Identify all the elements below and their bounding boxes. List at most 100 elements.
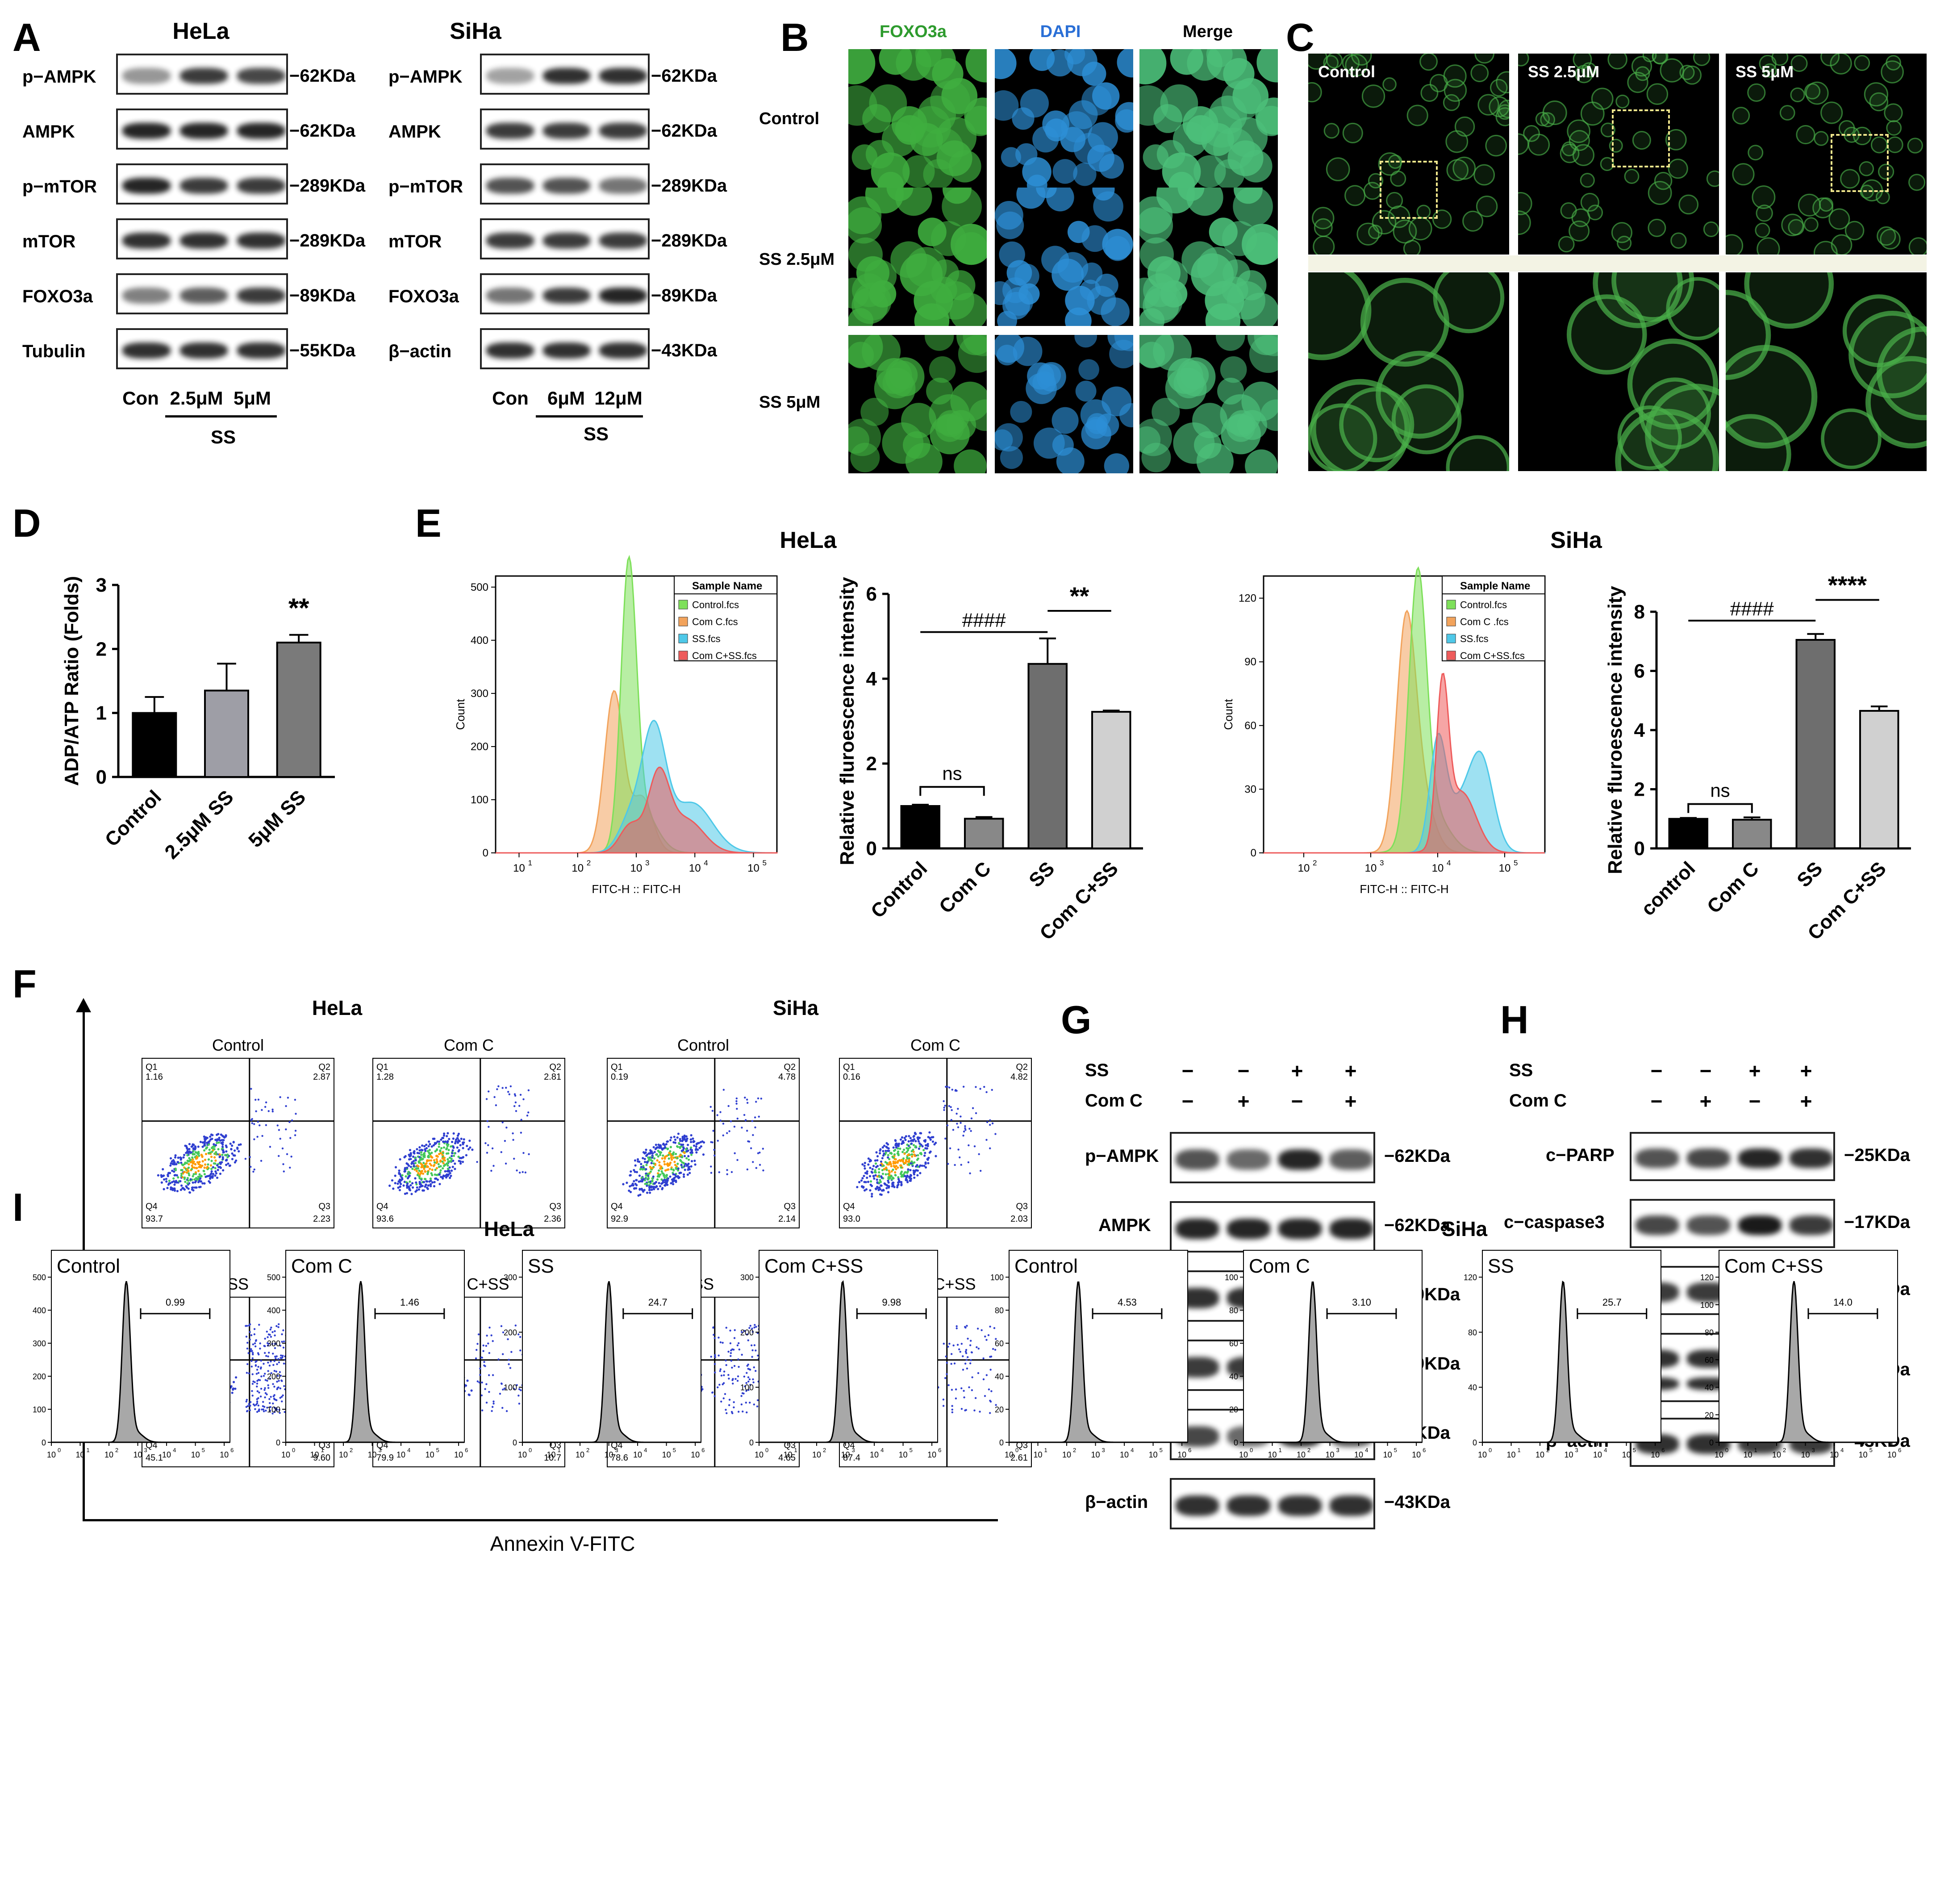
bar	[132, 712, 177, 778]
event-dot	[713, 1337, 716, 1339]
event-dot	[408, 1165, 410, 1167]
cell	[1819, 197, 1834, 212]
event-dot	[656, 1146, 659, 1149]
blot-band	[486, 342, 534, 359]
event-dot	[204, 1152, 208, 1156]
event-dot	[967, 1161, 970, 1164]
cell	[1591, 88, 1614, 110]
event-dot	[693, 1144, 696, 1147]
event-dot	[430, 1172, 433, 1175]
event-dot	[672, 1153, 675, 1156]
event-dot	[180, 1173, 183, 1175]
cell	[1646, 83, 1669, 105]
event-dot	[221, 1141, 224, 1144]
y-tick-label: 90	[1244, 656, 1256, 668]
event-dot	[640, 1187, 643, 1190]
event-dot	[710, 1165, 712, 1168]
event-dot	[267, 1336, 269, 1338]
event-dot	[878, 1171, 880, 1174]
event-dot	[886, 1146, 889, 1149]
event-dot	[422, 1154, 425, 1157]
event-dot	[281, 1356, 284, 1358]
event-dot	[960, 1164, 962, 1166]
event-dot	[174, 1156, 177, 1159]
y-tick-label: 2	[866, 753, 877, 775]
event-dot	[638, 1188, 641, 1191]
event-dot	[675, 1181, 677, 1183]
cell	[1260, 399, 1278, 431]
event-dot	[883, 1168, 886, 1171]
event-dot	[505, 1126, 508, 1129]
cell	[1323, 123, 1339, 139]
cell	[1245, 449, 1278, 473]
event-dot	[286, 1153, 288, 1155]
event-dot	[964, 1350, 967, 1353]
event-dot	[885, 1166, 888, 1169]
event-dot	[424, 1170, 426, 1173]
event-dot	[720, 1374, 723, 1377]
event-dot	[732, 1349, 735, 1351]
event-dot	[424, 1149, 427, 1152]
event-dot	[722, 1341, 724, 1344]
event-dot	[867, 1163, 870, 1166]
event-dot	[879, 1164, 882, 1166]
event-dot	[439, 1149, 442, 1152]
event-dot	[899, 1173, 902, 1175]
event-dot	[282, 1163, 284, 1165]
event-dot	[684, 1140, 687, 1143]
event-dot	[688, 1167, 690, 1170]
event-dot	[454, 1162, 456, 1165]
event-dot	[651, 1177, 654, 1180]
event-dot	[751, 1344, 753, 1347]
event-dot	[909, 1175, 912, 1178]
event-dot	[275, 1370, 278, 1373]
event-dot	[507, 1091, 509, 1093]
event-dot	[441, 1160, 444, 1163]
event-dot	[430, 1164, 433, 1167]
event-dot	[265, 1409, 267, 1412]
micrograph-merge	[1139, 49, 1278, 188]
event-dot	[638, 1174, 641, 1177]
event-dot	[635, 1171, 638, 1173]
event-dot	[658, 1161, 661, 1164]
cell	[1308, 272, 1372, 360]
cell	[1566, 294, 1647, 375]
event-dot	[279, 1371, 281, 1373]
cell	[1828, 208, 1850, 230]
event-dot	[951, 1405, 953, 1407]
event-dot	[429, 1143, 431, 1145]
blot-band	[122, 177, 171, 194]
micrograph-overview	[1518, 54, 1719, 255]
event-dot	[276, 1124, 279, 1127]
panel-label-c: C	[1286, 15, 1314, 59]
event-dot	[186, 1182, 189, 1185]
blot-row-label: β−actin	[388, 342, 452, 361]
event-dot	[205, 1167, 209, 1169]
event-dot	[694, 1148, 697, 1151]
event-dot	[674, 1138, 676, 1141]
event-dot	[266, 1379, 268, 1382]
dot-plot-title: Com C	[910, 1036, 961, 1054]
event-dot	[633, 1187, 636, 1190]
event-dot	[919, 1132, 922, 1135]
blot-band	[122, 67, 171, 84]
event-dot	[880, 1175, 883, 1178]
event-dot	[711, 1141, 713, 1144]
event-dot	[876, 1175, 879, 1178]
event-dot	[728, 1404, 730, 1407]
event-dot	[207, 1158, 210, 1161]
cell	[1908, 174, 1926, 191]
event-dot	[409, 1189, 412, 1192]
event-dot	[759, 1151, 761, 1154]
quadrant-label: Q2	[549, 1062, 561, 1072]
event-dot	[276, 1381, 278, 1383]
event-dot	[921, 1165, 923, 1167]
event-dot	[250, 1088, 252, 1090]
legend-entry: Control.fcs	[1460, 599, 1507, 610]
bar	[276, 642, 321, 778]
event-dot	[982, 1357, 985, 1360]
event-dot	[435, 1158, 438, 1161]
event-dot	[910, 1177, 913, 1180]
event-dot	[188, 1159, 191, 1162]
